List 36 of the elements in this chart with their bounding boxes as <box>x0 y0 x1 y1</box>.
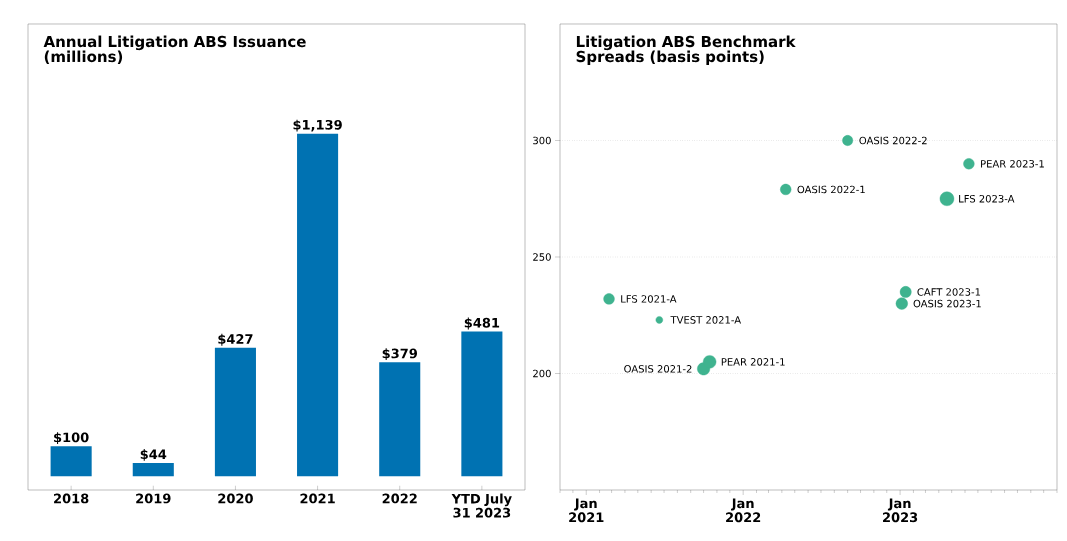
data-label: $481 <box>464 317 500 330</box>
bar <box>379 362 421 477</box>
x-tick-label: YTD July 31 2023 <box>451 493 512 518</box>
bar <box>297 133 339 477</box>
annotation: OASIS 2023-1 <box>913 299 981 308</box>
x-tick-label: 2020 <box>218 493 253 504</box>
annotation: TVEST 2021-A <box>670 316 742 324</box>
x-tick-label: Jan 2023 <box>883 498 918 523</box>
annotation: PEAR 2023-1 <box>981 160 1044 168</box>
text: Litigation ABS Benchmark Spreads (basis points) <box>576 35 796 66</box>
annotation: OASIS 2022-1 <box>797 185 865 194</box>
bar <box>50 446 92 477</box>
data-label: $379 <box>382 348 417 361</box>
x-tick-label: 2021 <box>300 493 335 504</box>
data-label: $427 <box>218 333 253 346</box>
y-tick-label: 250 <box>533 253 551 261</box>
x-tick-label: 2018 <box>54 493 89 504</box>
bar <box>461 331 503 477</box>
bar <box>132 463 174 477</box>
x-tick-label: 2019 <box>136 493 171 504</box>
y-tick-label: 300 <box>533 136 551 145</box>
annotation: PEAR 2021-1 <box>721 358 785 366</box>
annotation: OASIS 2022-2 <box>859 136 927 145</box>
y-tick-label: 200 <box>533 369 551 378</box>
chart-title: Annual Litigation ABS Issuance (millions) <box>43 35 306 64</box>
annotation: OASIS 2021-2 <box>624 365 692 373</box>
data-label: $44 <box>140 449 167 461</box>
annotation: LFS 2023-A <box>959 194 1015 203</box>
annotation: CAFT 2023-1 <box>917 288 981 296</box>
bar <box>214 347 256 477</box>
data-label: $100 <box>54 432 89 445</box>
x-tick-label: 2022 <box>382 493 417 504</box>
x-tick-label: Jan 2022 <box>726 498 761 523</box>
annotation: LFS 2021-A <box>621 295 677 303</box>
x-tick-label: Jan 2021 <box>569 498 604 523</box>
data-label: $1,139 <box>293 119 342 132</box>
